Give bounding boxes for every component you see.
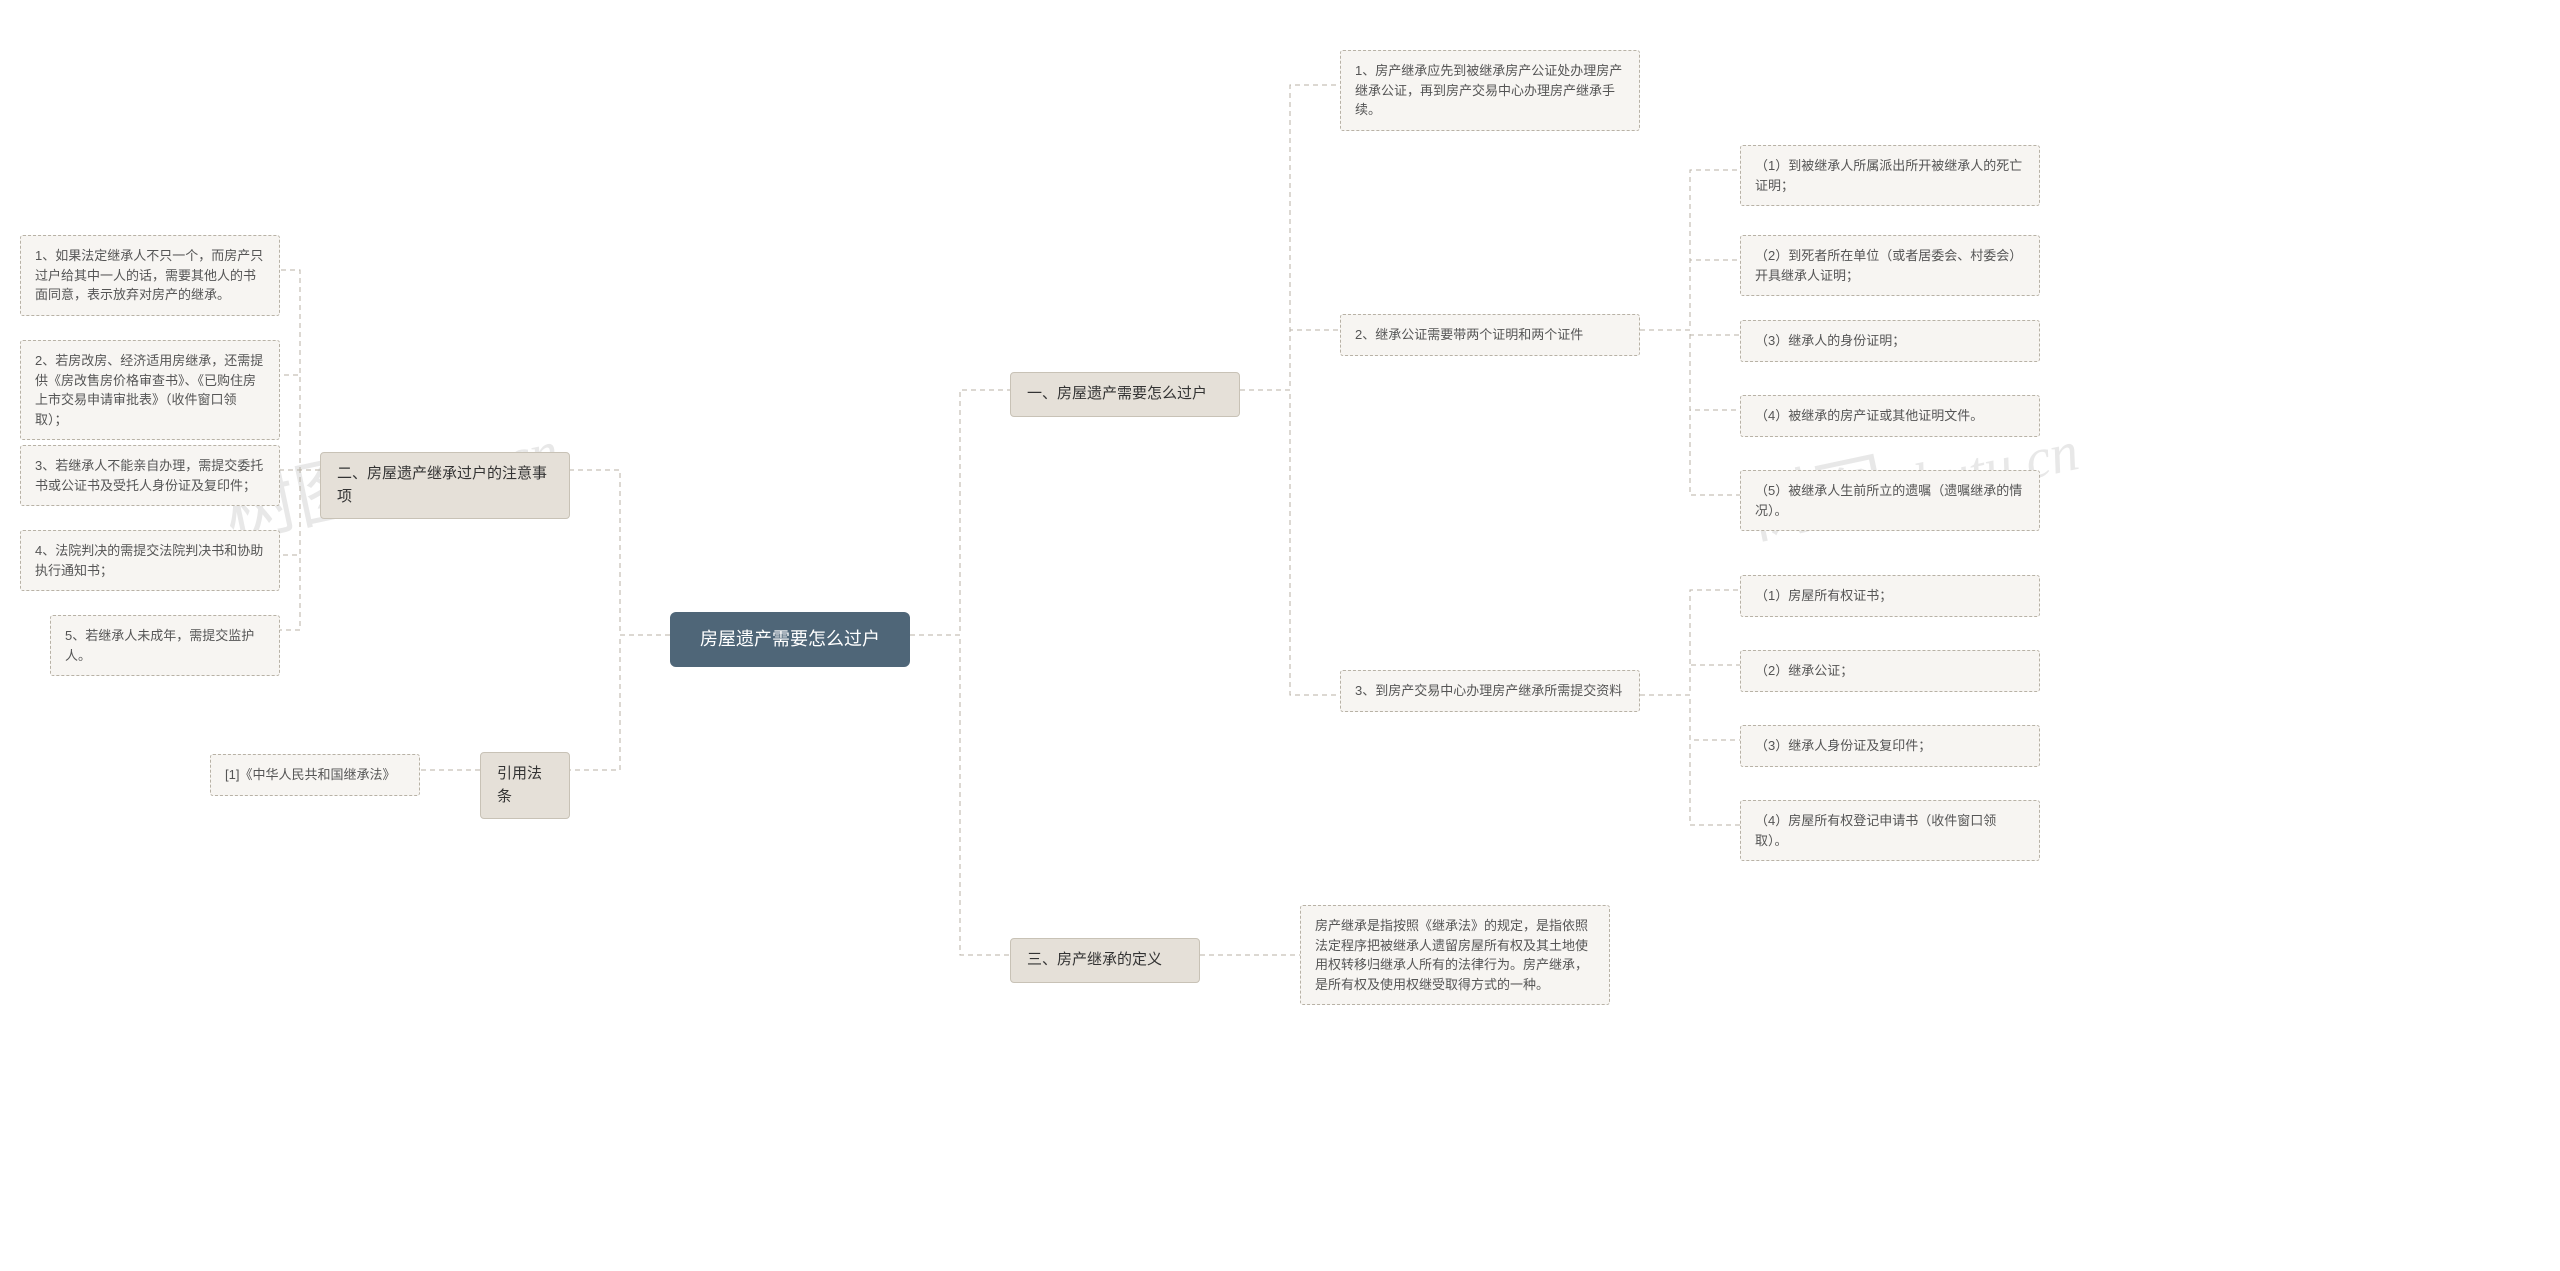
b1-c2-d2-label: （2）到死者所在单位（或者居委会、村委会）开具继承人证明； — [1755, 246, 2025, 285]
root-node: 房屋遗产需要怎么过户 — [670, 612, 910, 667]
b2-c2-label: 2、若房改房、经济适用房继承，还需提供《房改售房价格审查书》、《已购住房上市交易… — [35, 351, 265, 429]
b1-c3: 3、到房产交易中心办理房产继承所需提交资料 — [1340, 670, 1640, 712]
b1-c2-d2: （2）到死者所在单位（或者居委会、村委会）开具继承人证明； — [1740, 235, 2040, 296]
b2-c3-label: 3、若继承人不能亲自办理，需提交委托书或公证书及受托人身份证及复印件； — [35, 456, 265, 495]
branch-2: 二、房屋遗产继承过户的注意事项 — [320, 452, 570, 519]
root-label: 房屋遗产需要怎么过户 — [700, 626, 880, 653]
branch-4: 引用法条 — [480, 752, 570, 819]
b2-c1: 1、如果法定继承人不只一个，而房产只过户给其中一人的话，需要其他人的书面同意，表… — [20, 235, 280, 316]
b2-c4-label: 4、法院判决的需提交法院判决书和协助执行通知书； — [35, 541, 265, 580]
b1-c3-d3: （3）继承人身份证及复印件； — [1740, 725, 2040, 767]
branch-4-label: 引用法条 — [497, 763, 553, 808]
b2-c1-label: 1、如果法定继承人不只一个，而房产只过户给其中一人的话，需要其他人的书面同意，表… — [35, 246, 265, 305]
b1-c1: 1、房产继承应先到被继承房产公证处办理房产继承公证，再到房产交易中心办理房产继承… — [1340, 50, 1640, 131]
b1-c3-d4-label: （4）房屋所有权登记申请书（收件窗口领取）。 — [1755, 811, 2025, 850]
b1-c2-d3: （3）继承人的身份证明； — [1740, 320, 2040, 362]
b1-c2-d5: （5）被继承人生前所立的遗嘱（遗嘱继承的情况）。 — [1740, 470, 2040, 531]
b3-c1-label: 房产继承是指按照《继承法》的规定，是指依照法定程序把被继承人遗留房屋所有权及其土… — [1315, 916, 1595, 994]
b1-c3-d1-label: （1）房屋所有权证书； — [1755, 586, 1892, 606]
b1-c3-d3-label: （3）继承人身份证及复印件； — [1755, 736, 1931, 756]
b1-c3-d2-label: （2）继承公证； — [1755, 661, 1853, 681]
b2-c3: 3、若继承人不能亲自办理，需提交委托书或公证书及受托人身份证及复印件； — [20, 445, 280, 506]
branch-3: 三、房产继承的定义 — [1010, 938, 1200, 983]
branch-1-label: 一、房屋遗产需要怎么过户 — [1027, 383, 1207, 406]
b1-c2-d3-label: （3）继承人的身份证明； — [1755, 331, 1905, 351]
b1-c3-d1: （1）房屋所有权证书； — [1740, 575, 2040, 617]
b1-c2-d1-label: （1）到被继承人所属派出所开被继承人的死亡证明； — [1755, 156, 2025, 195]
b4-c1: [1]《中华人民共和国继承法》 — [210, 754, 420, 796]
branch-2-label: 二、房屋遗产继承过户的注意事项 — [337, 463, 553, 508]
branch-1: 一、房屋遗产需要怎么过户 — [1010, 372, 1240, 417]
b1-c2-label: 2、继承公证需要带两个证明和两个证件 — [1355, 325, 1583, 345]
b1-c3-d2: （2）继承公证； — [1740, 650, 2040, 692]
b3-c1: 房产继承是指按照《继承法》的规定，是指依照法定程序把被继承人遗留房屋所有权及其土… — [1300, 905, 1610, 1005]
b1-c3-label: 3、到房产交易中心办理房产继承所需提交资料 — [1355, 681, 1622, 701]
b1-c2: 2、继承公证需要带两个证明和两个证件 — [1340, 314, 1640, 356]
b1-c3-d4: （4）房屋所有权登记申请书（收件窗口领取）。 — [1740, 800, 2040, 861]
b4-c1-label: [1]《中华人民共和国继承法》 — [225, 765, 395, 785]
b1-c2-d1: （1）到被继承人所属派出所开被继承人的死亡证明； — [1740, 145, 2040, 206]
b1-c1-label: 1、房产继承应先到被继承房产公证处办理房产继承公证，再到房产交易中心办理房产继承… — [1355, 61, 1625, 120]
b2-c4: 4、法院判决的需提交法院判决书和协助执行通知书； — [20, 530, 280, 591]
b1-c2-d4: （4）被继承的房产证或其他证明文件。 — [1740, 395, 2040, 437]
b1-c2-d5-label: （5）被继承人生前所立的遗嘱（遗嘱继承的情况）。 — [1755, 481, 2025, 520]
b2-c5-label: 5、若继承人未成年，需提交监护人。 — [65, 626, 265, 665]
branch-3-label: 三、房产继承的定义 — [1027, 949, 1162, 972]
b1-c2-d4-label: （4）被继承的房产证或其他证明文件。 — [1755, 406, 1983, 426]
b2-c5: 5、若继承人未成年，需提交监护人。 — [50, 615, 280, 676]
b2-c2: 2、若房改房、经济适用房继承，还需提供《房改售房价格审查书》、《已购住房上市交易… — [20, 340, 280, 440]
